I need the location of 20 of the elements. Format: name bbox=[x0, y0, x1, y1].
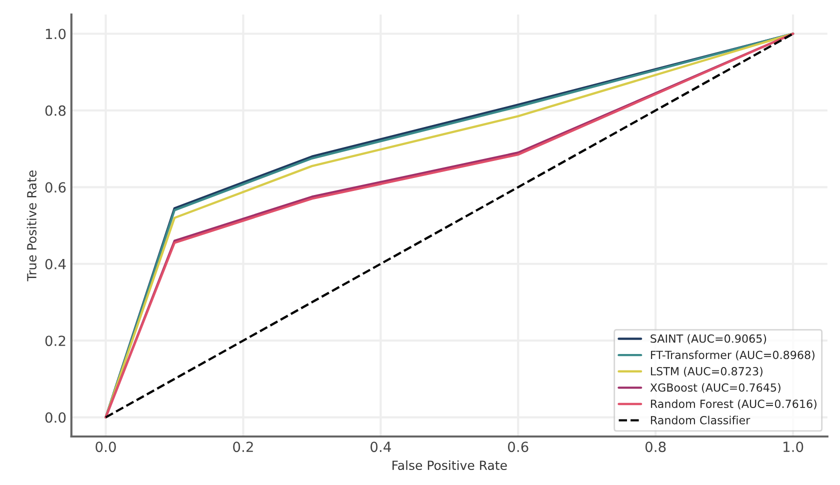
legend-label: LSTM (AUC=0.8723) bbox=[650, 366, 762, 377]
y-tick-label: 0.4 bbox=[45, 258, 66, 270]
x-axis-title: False Positive Rate bbox=[392, 460, 507, 470]
x-tick-label: 0.4 bbox=[370, 442, 391, 452]
legend-label: Random Classifier bbox=[650, 416, 750, 424]
legend-label: FT-Transformer (AUC=0.8968) bbox=[650, 350, 814, 360]
x-tick-label: 0.2 bbox=[233, 442, 253, 452]
y-tick-label: 0.8 bbox=[45, 105, 66, 116]
y-axis-title: True Positive Rate bbox=[26, 170, 36, 282]
y-tick-label: 0.6 bbox=[45, 182, 66, 193]
legend-label: SAINT (AUC=0.9065) bbox=[650, 334, 766, 344]
y-tick-label: 1.0 bbox=[46, 28, 66, 40]
x-tick-label: 0.8 bbox=[645, 442, 666, 452]
legend-label: Random Forest (AUC=0.7616) bbox=[650, 399, 816, 410]
x-tick-label: 0.0 bbox=[96, 442, 116, 452]
x-tick-label: 1.0 bbox=[784, 442, 804, 452]
y-tick-label: 0.2 bbox=[45, 336, 66, 346]
y-tick-label: 0.0 bbox=[45, 412, 66, 423]
x-tick-label: 0.6 bbox=[508, 442, 528, 452]
legend-label: XGBoost (AUC=0.7645) bbox=[650, 383, 780, 394]
